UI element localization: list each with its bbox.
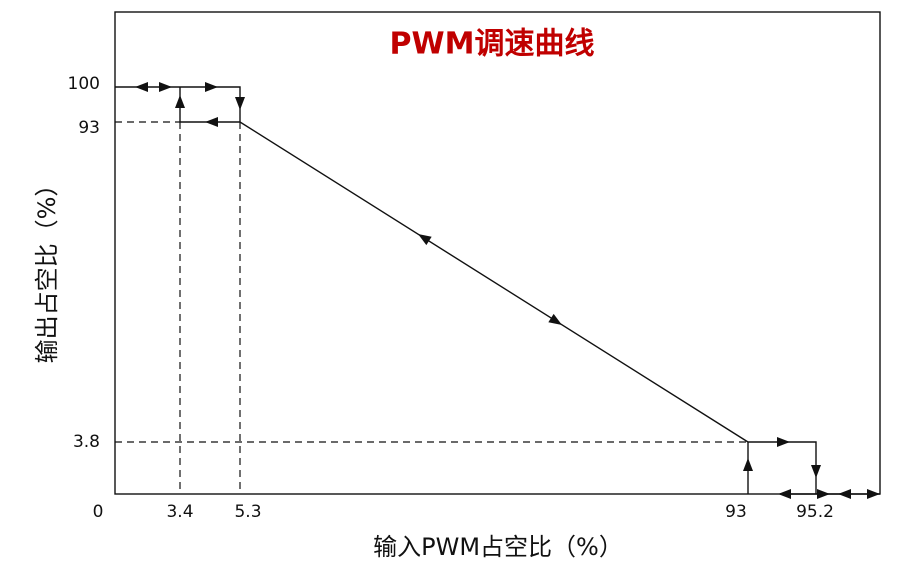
x-tick-label: 93 bbox=[725, 502, 747, 522]
arrowhead bbox=[817, 489, 830, 499]
x-tick-label: 3.4 bbox=[166, 502, 193, 522]
y-tick-label: 3.8 bbox=[73, 432, 100, 452]
x-axis-label: 输入PWM占空比（%） bbox=[373, 533, 623, 561]
x-tick-label: 5.3 bbox=[234, 502, 261, 522]
x-tick-label: 0 bbox=[93, 502, 104, 522]
arrowhead bbox=[135, 82, 148, 92]
title: PWM调速曲线 bbox=[390, 27, 595, 62]
arrowhead bbox=[205, 82, 218, 92]
y-tick-label: 93 bbox=[78, 118, 100, 138]
arrowhead bbox=[235, 97, 245, 110]
arrowhead bbox=[777, 437, 790, 447]
arrowhead bbox=[743, 458, 753, 471]
x-tick-label: 95.2 bbox=[796, 502, 834, 522]
curve bbox=[115, 86, 880, 495]
arrowhead bbox=[548, 313, 562, 325]
arrowhead bbox=[778, 489, 791, 499]
arrowhead bbox=[175, 95, 185, 108]
arrowhead bbox=[838, 489, 851, 499]
arrowhead bbox=[205, 117, 218, 127]
guide-lines bbox=[115, 121, 748, 494]
arrowhead bbox=[811, 465, 821, 478]
arrowhead bbox=[867, 489, 880, 499]
frame bbox=[114, 11, 881, 495]
y-axis-label: 输出占空比（%） bbox=[33, 173, 61, 364]
arrowhead bbox=[418, 234, 432, 246]
arrowhead bbox=[159, 82, 172, 92]
y-tick-label: 100 bbox=[68, 74, 100, 94]
arrowheads bbox=[135, 82, 880, 499]
